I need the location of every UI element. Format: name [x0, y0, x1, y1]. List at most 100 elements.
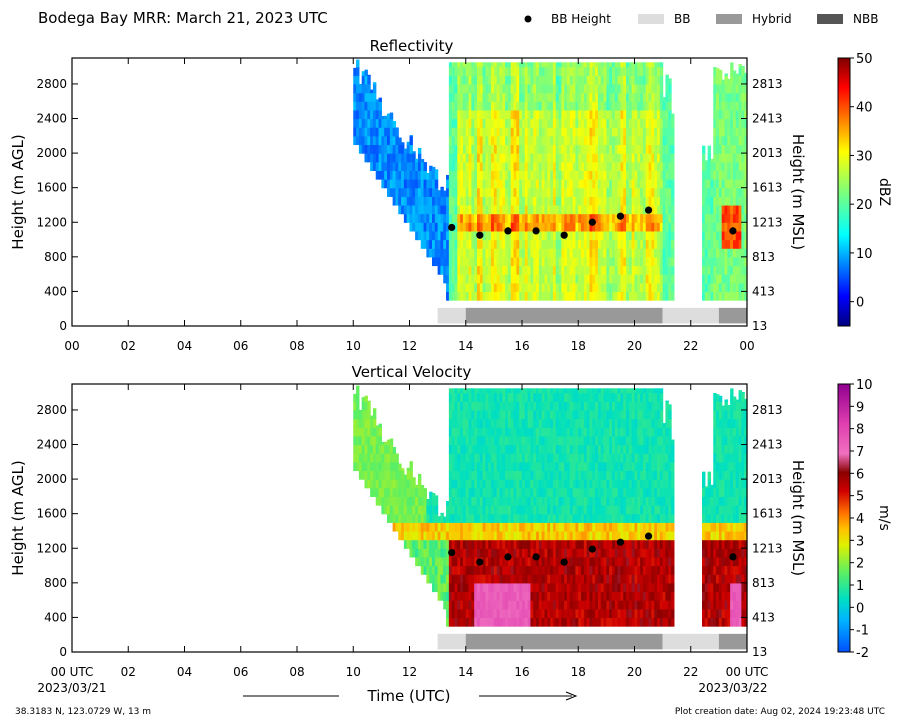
reflectivity-cell [572, 282, 577, 293]
reflectivity-cell [567, 265, 571, 275]
reflectivity-cell [707, 230, 712, 241]
reflectivity-cell [586, 109, 591, 120]
velocity-cell [541, 608, 546, 619]
reflectivity-cell [547, 83, 551, 94]
velocity-cell [496, 401, 501, 411]
reflectivity-cell [387, 153, 391, 163]
velocity-cell [367, 401, 371, 411]
reflectivity-cell [586, 265, 591, 275]
velocity-cell [460, 522, 464, 532]
velocity-cell [516, 427, 520, 437]
reflectivity-cell [595, 291, 599, 301]
reflectivity-cell [575, 179, 579, 189]
reflectivity-cell [704, 161, 709, 171]
velocity-cell [485, 513, 489, 523]
reflectivity-cell [507, 265, 512, 275]
reflectivity-cell [485, 153, 489, 163]
reflectivity-cell [437, 230, 442, 241]
velocity-cell [603, 522, 607, 532]
reflectivity-cell [612, 282, 616, 293]
velocity-cell [457, 435, 461, 446]
velocity-cell [533, 418, 537, 428]
reflectivity-cell [721, 282, 726, 293]
reflectivity-cell [454, 222, 458, 232]
reflectivity-cell [735, 282, 740, 293]
velocity-cell [586, 435, 591, 446]
reflectivity-cell [665, 213, 669, 223]
reflectivity-cell [634, 256, 638, 267]
reflectivity-cell [429, 222, 433, 232]
velocity-cell [586, 496, 591, 506]
reflectivity-cell [623, 118, 627, 128]
reflectivity-cell [510, 256, 515, 267]
reflectivity-cell [651, 118, 655, 128]
velocity-cell [485, 591, 489, 601]
reflectivity-cell [642, 291, 647, 301]
velocity-cell [465, 388, 470, 394]
reflectivity-cell [510, 274, 515, 284]
reflectivity-cell [741, 66, 745, 76]
velocity-cell [491, 608, 495, 619]
reflectivity-cell [558, 127, 562, 137]
velocity-cell [572, 470, 577, 480]
reflectivity-cell [457, 153, 461, 163]
reflectivity-cell [499, 161, 503, 171]
reflectivity-cell [370, 89, 374, 94]
velocity-cell [558, 418, 562, 428]
x-tick-label: 22 [683, 339, 698, 353]
velocity-cell [457, 548, 461, 558]
reflectivity-cell [567, 62, 571, 68]
velocity-cell [479, 530, 484, 541]
reflectivity-cell [468, 92, 472, 102]
velocity-cell [510, 539, 515, 549]
velocity-cell [522, 539, 526, 549]
reflectivity-cell [642, 144, 647, 154]
reflectivity-cell [589, 196, 593, 206]
reflectivity-cell [631, 109, 636, 120]
velocity-cell [454, 530, 458, 541]
reflectivity-cell [730, 204, 734, 215]
reflectivity-cell [530, 153, 534, 163]
velocity-cell [448, 530, 453, 541]
reflectivity-cell [555, 213, 560, 223]
reflectivity-cell [589, 101, 593, 111]
reflectivity-cell [648, 222, 652, 232]
reflectivity-cell [547, 135, 551, 146]
reflectivity-cell [727, 144, 731, 154]
velocity-cell [541, 582, 546, 593]
reflectivity-cell [552, 109, 557, 120]
reflectivity-cell [665, 74, 669, 76]
reflectivity-cell [603, 196, 607, 206]
velocity-cell [544, 530, 548, 541]
velocity-cell [595, 392, 599, 402]
reflectivity-cell [516, 92, 520, 102]
reflectivity-cell [471, 256, 475, 267]
velocity-cell [569, 548, 574, 558]
reflectivity-cell [583, 109, 588, 120]
reflectivity-cell [412, 204, 416, 215]
velocity-cell [482, 444, 487, 454]
velocity-cell [592, 505, 596, 515]
reflectivity-cell [623, 204, 627, 215]
reflectivity-cell [665, 83, 669, 94]
reflectivity-cell [581, 196, 585, 206]
velocity-cell [510, 409, 515, 420]
velocity-cell [513, 548, 517, 558]
reflectivity-cell [510, 291, 515, 301]
velocity-cell [460, 427, 464, 437]
reflectivity-cell [482, 92, 487, 102]
velocity-cell [586, 444, 591, 454]
velocity-cell [589, 418, 593, 428]
velocity-cell [597, 574, 602, 584]
velocity-cell [572, 565, 577, 575]
velocity-cell [496, 591, 501, 601]
reflectivity-cell [702, 153, 706, 163]
reflectivity-cell [505, 187, 509, 197]
reflectivity-cell [724, 204, 728, 215]
velocity-cell [581, 548, 585, 558]
reflectivity-cell [558, 118, 562, 128]
reflectivity-cell [614, 83, 619, 94]
reflectivity-cell [499, 75, 503, 85]
reflectivity-cell [536, 161, 540, 171]
velocity-cell [538, 582, 543, 593]
